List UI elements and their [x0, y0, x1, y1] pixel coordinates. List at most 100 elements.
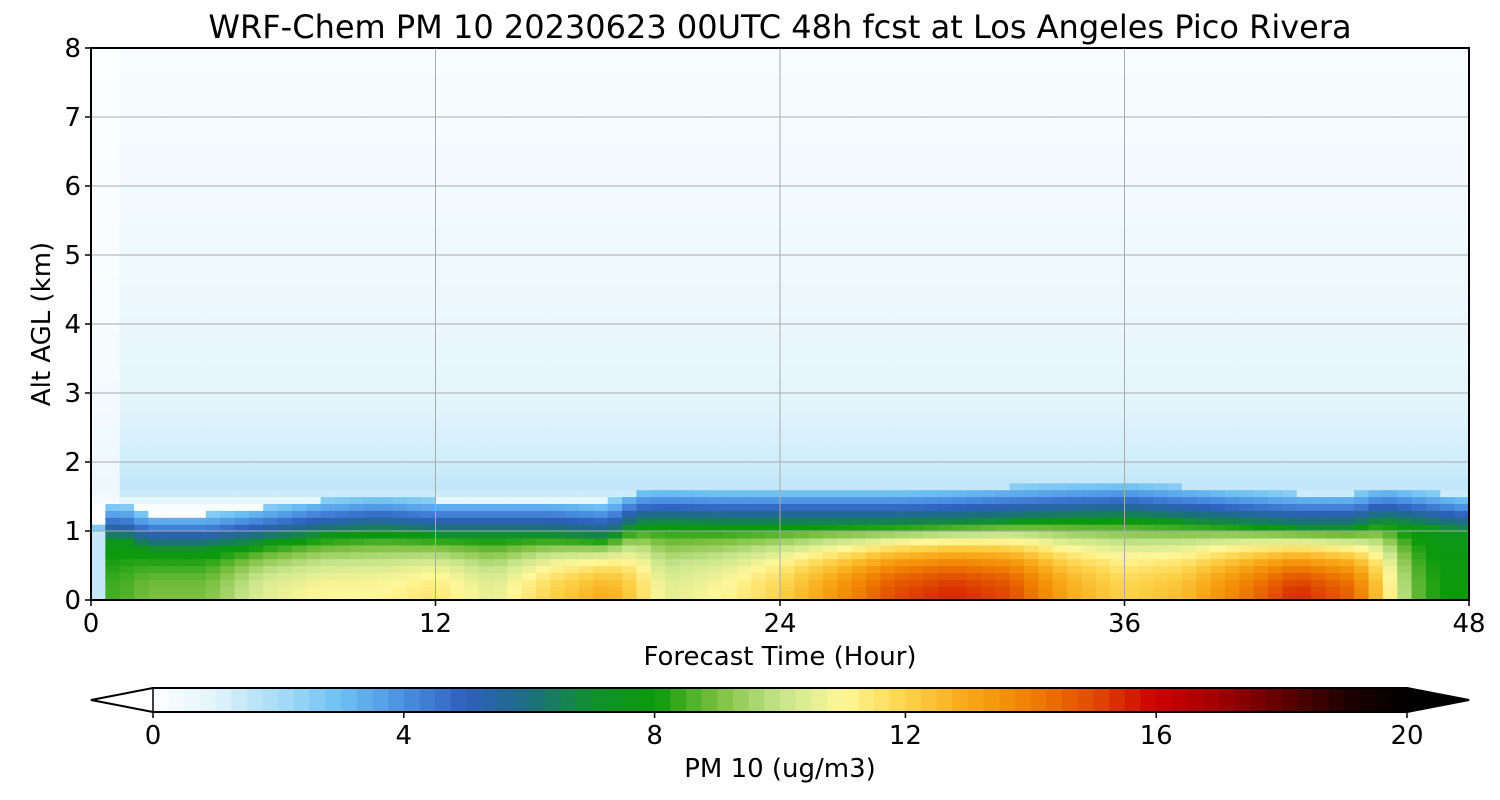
- field-cell: [291, 213, 307, 222]
- field-cell: [564, 303, 580, 311]
- field-cell: [91, 179, 106, 187]
- field-cell: [851, 434, 867, 442]
- field-cell: [736, 317, 752, 325]
- field-cell: [363, 406, 379, 415]
- field-cell: [119, 261, 135, 270]
- field-cell: [478, 310, 494, 318]
- field-cell: [679, 296, 695, 304]
- field-cell: [866, 593, 882, 600]
- field-cell: [378, 393, 394, 401]
- field-cell: [105, 289, 121, 297]
- field-cell: [248, 110, 264, 118]
- field-cell: [780, 130, 795, 139]
- field-cell: [119, 61, 135, 70]
- field-cell: [593, 420, 609, 429]
- field-cell: [780, 110, 795, 118]
- field-cell: [492, 482, 508, 491]
- field-cell: [134, 351, 150, 360]
- field-cell: [263, 337, 279, 346]
- field-cell: [851, 406, 867, 415]
- field-cell: [162, 54, 178, 63]
- field-cell: [177, 61, 193, 70]
- field-cell: [521, 558, 537, 567]
- field-cell: [866, 372, 882, 380]
- field-cell: [177, 496, 193, 504]
- field-cell: [765, 234, 781, 242]
- field-cell: [406, 206, 422, 215]
- field-cell: [894, 462, 910, 470]
- field-cell: [478, 558, 494, 567]
- field-cell: [952, 475, 968, 484]
- field-cell: [91, 234, 106, 242]
- field-cell: [134, 579, 150, 587]
- field-cell: [708, 406, 724, 415]
- field-cell: [406, 48, 422, 56]
- field-cell: [823, 358, 839, 366]
- field-cell: [363, 165, 379, 173]
- field-cell: [421, 172, 437, 180]
- field-cell: [248, 351, 264, 360]
- field-cell: [105, 551, 121, 560]
- field-cell: [937, 510, 953, 518]
- field-cell: [335, 386, 350, 394]
- field-cell: [492, 503, 508, 511]
- field-cell: [837, 289, 853, 297]
- field-cell: [722, 158, 738, 166]
- field-cell: [406, 551, 422, 560]
- field-cell: [751, 317, 767, 325]
- field-cell: [435, 330, 451, 339]
- field-cell: [521, 220, 537, 228]
- field-cell: [105, 172, 121, 180]
- field-cell: [248, 441, 264, 449]
- field-cell: [765, 227, 781, 235]
- field-cell: [191, 48, 207, 56]
- field-cell: [134, 551, 150, 560]
- field-cell: [119, 337, 135, 346]
- field-cell: [306, 151, 322, 159]
- field-cell: [550, 399, 566, 408]
- field-cell: [291, 310, 307, 318]
- field-cell: [105, 372, 121, 380]
- field-cell: [650, 48, 666, 56]
- field-cell: [937, 593, 953, 600]
- field-cell: [421, 317, 437, 325]
- field-cell: [937, 406, 953, 415]
- field-cell: [263, 558, 279, 567]
- field-cell: [794, 261, 810, 270]
- field-cell: [579, 220, 594, 228]
- field-cell: [464, 248, 480, 256]
- field-cell: [679, 110, 695, 118]
- field-cell: [119, 565, 135, 573]
- field-cell: [780, 282, 795, 291]
- field-cell: [679, 351, 695, 360]
- field-cell: [105, 123, 121, 132]
- field-cell: [808, 468, 824, 477]
- field-cell: [234, 289, 250, 297]
- field-cell: [492, 130, 508, 139]
- field-cell: [736, 393, 752, 401]
- field-cell: [650, 255, 666, 263]
- field-cell: [866, 441, 882, 449]
- field-cell: [894, 82, 910, 90]
- field-cell: [937, 172, 953, 180]
- field-cell: [119, 123, 135, 132]
- field-cell: [478, 420, 494, 429]
- field-cell: [937, 475, 953, 484]
- field-cell: [808, 586, 824, 594]
- field-cell: [392, 413, 408, 422]
- field-cell: [177, 517, 193, 525]
- field-cell: [780, 517, 795, 525]
- field-cell: [435, 261, 451, 270]
- field-cell: [320, 137, 336, 146]
- field-cell: [134, 593, 150, 600]
- field-cell: [665, 496, 681, 504]
- field-cell: [665, 227, 681, 235]
- field-cell: [794, 137, 810, 146]
- field-cell: [909, 89, 925, 97]
- field-cell: [119, 579, 135, 587]
- field-cell: [148, 517, 164, 525]
- field-cell: [105, 448, 121, 456]
- field-cell: [880, 172, 896, 180]
- field-cell: [665, 420, 681, 429]
- field-cell: [966, 365, 982, 373]
